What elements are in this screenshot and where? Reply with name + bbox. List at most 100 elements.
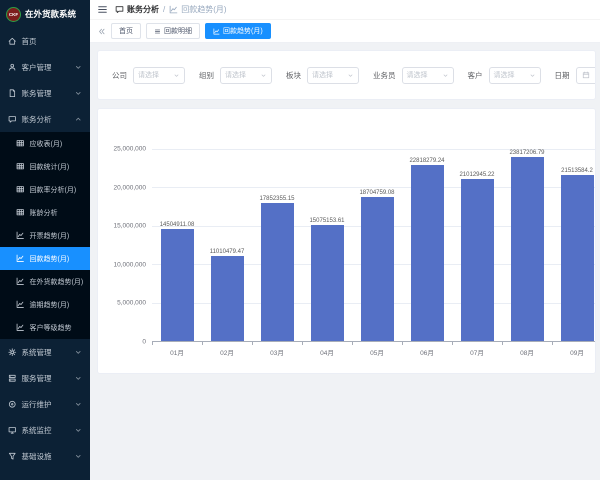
chevron-down-icon [74,89,83,98]
sidebar-item[interactable]: 账务分析 [0,106,90,132]
filter-select[interactable]: 请选择 [488,66,541,84]
sidebar-menu-top: 首页 客户管理账务管理账务分析 [0,28,90,132]
tabs: 首页 回款明细 回款趋势(月) [111,23,271,39]
filter-select[interactable]: 请选择 [401,66,454,84]
y-axis-label: 10,000,000 [113,261,146,269]
sidebar-item[interactable]: 服务管理 [0,365,90,391]
sidebar-subitem[interactable]: 开票趋势(月) [0,224,90,247]
gridline [152,187,595,189]
chevron-down-icon [74,400,83,409]
bar-slot: 22818279.24 [402,158,452,341]
tab-bar: 首页 回款明细 回款趋势(月) [90,20,600,43]
sidebar-subitem-label: 回款统计(月) [29,163,70,171]
filter-select[interactable]: 请选择 [133,66,185,84]
breadcrumb-item: 回款趋势(月) [169,4,227,15]
sidebar-subitem[interactable]: 在外货款趋势(月) [0,270,90,293]
table-icon [16,139,25,148]
date-range-separator: - [594,72,596,79]
chart-x-ticks [152,342,595,345]
tab[interactable]: 回款明细 [146,23,200,39]
tab-label: 回款明细 [164,28,192,35]
chat-icon [115,5,124,14]
tab[interactable]: 首页 [111,23,141,39]
chevron-down-icon [173,72,180,79]
sidebar-subitem-label: 回款率分析(月) [29,186,77,194]
breadcrumb-separator: / [163,5,166,14]
bar-slot: 15075153.61 [302,218,352,341]
sidebar-subitem[interactable]: 逾期趋势(月) [0,293,90,316]
filter-item: 业务员 请选择 [373,66,454,84]
bar-value-label: 17852355.15 [259,196,295,202]
bar-slot: 14504911.08 [152,222,202,341]
x-axis-label: 05月 [370,350,384,357]
sidebar-item-label: 账务管理 [21,88,52,98]
sidebar-item-label: 服务管理 [21,373,52,383]
breadcrumb-label: 账务分析 [127,5,159,14]
app-title: 在外货款系统 [25,9,77,19]
filter-select[interactable]: 请选择 [307,66,359,84]
date-range-picker[interactable]: - [575,66,596,84]
table-icon [16,162,25,171]
sidebar-subitem-label: 逾期趋势(月) [29,301,70,309]
filter-label: 日期 [554,70,570,80]
sidebar-item-label: 账务分析 [21,114,52,124]
bar [410,165,444,341]
tabs-scroll-left-button[interactable] [97,27,106,36]
tab-label: 回款趋势(月) [223,28,263,35]
chat-icon [8,115,17,124]
sidebar-item-label: 系统监控 [21,425,52,435]
sidebar-subitem[interactable]: 客户等级趋势 [0,316,90,339]
select-placeholder: 请选择 [138,72,159,79]
y-axis-label: 5,000,000 [117,299,146,307]
bar-value-label: 11010479.47 [209,249,245,255]
bar-slot: 21012945.22 [452,172,502,341]
line-chart-icon [16,323,25,332]
sidebar-subitem[interactable]: 账龄分析 [0,201,90,224]
bar [460,179,494,341]
filter-select[interactable]: 请选择 [220,66,272,84]
list-icon [154,28,161,35]
sidebar-item-label: 系统管理 [21,347,52,357]
bar-slot: 18704759.08 [352,190,402,341]
sidebar-item[interactable]: 基础设施 [0,443,90,469]
sidebar-item[interactable]: 客户管理 [0,54,90,80]
sidebar-toggle-button[interactable] [97,4,108,15]
sidebar-subitem[interactable]: 回款统计(月) [0,155,90,178]
bar-value-label: 18704759.08 [359,190,395,196]
y-axis-label: 15,000,000 [113,222,146,230]
y-axis-label: 0 [142,338,146,346]
x-axis-tick [403,342,453,345]
x-axis-tick [153,342,203,345]
sidebar-item[interactable]: 系统监控 [0,417,90,443]
sidebar-item-label: 运行维护 [21,399,52,409]
sidebar-subitem[interactable]: 回款率分析(月) [0,178,90,201]
sidebar-item[interactable]: 首页 [0,28,90,54]
breadcrumb-label: 回款趋势(月) [181,5,227,14]
sidebar-subitem-label: 账龄分析 [29,209,58,217]
bar-value-label: 14504911.08 [159,222,195,228]
breadcrumb: 账务分析 / 回款趋势(月) [115,4,227,15]
sidebar-subitem[interactable]: 应收表(月) [0,132,90,155]
x-axis-label: 06月 [420,350,434,357]
tab[interactable]: 回款趋势(月) [205,23,271,39]
server-icon [8,374,17,383]
calendar-icon [582,71,590,79]
breadcrumb-item[interactable]: 账务分析 [115,4,159,15]
chart-y-axis: 25,000,000 20,000,000 15,000,000 10,000,000… [108,146,152,346]
user-icon [8,63,17,72]
bar-slot: 17852355.15 [252,196,302,341]
bar-value-label: 21012945.22 [459,172,495,178]
x-axis-tick [253,342,303,345]
bar [160,229,194,341]
x-axis-tick [303,342,353,345]
sidebar-subitem-label: 回款趋势(月) [29,255,70,263]
x-axis-label: 01月 [170,350,184,357]
line-chart-icon [16,277,25,286]
chevron-up-icon [74,115,83,124]
bar-chart: 25,000,000 20,000,000 15,000,000 10,000,000… [108,146,595,346]
sidebar: CKF 在外货款系统 首页 客户管理 账务管理 账务分析 应收表(月) 回款统计(月) 回… [0,0,90,480]
sidebar-item[interactable]: 运行维护 [0,391,90,417]
sidebar-item[interactable]: 账务管理 [0,80,90,106]
sidebar-subitem[interactable]: 回款趋势(月) [0,247,90,270]
sidebar-item[interactable]: 系统管理 [0,339,90,365]
